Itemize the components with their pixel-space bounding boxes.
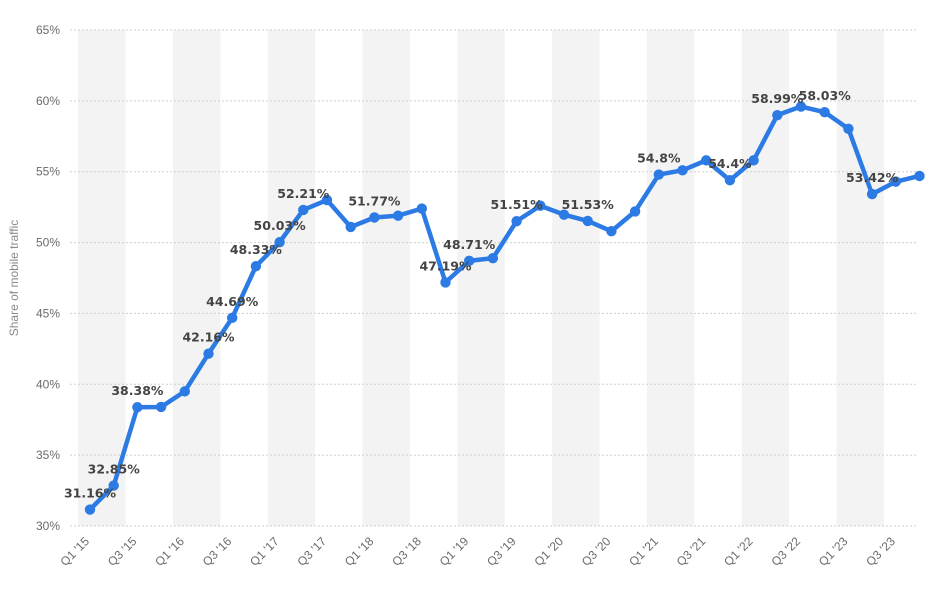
background-band [268,30,315,526]
data-label: 52.21% [277,186,330,201]
data-point [914,171,924,181]
data-point [203,348,213,358]
data-point [867,189,877,199]
background-band [457,30,504,526]
y-tick-label: 60% [36,94,60,108]
x-tick-label: Q3 '17 [294,534,329,569]
data-point [488,253,498,263]
data-point [369,212,379,222]
y-axis-label: Share of mobile traffic [7,220,21,337]
data-label: 54.4% [708,156,752,171]
data-label: 48.33% [230,242,283,257]
data-point [440,277,450,287]
y-tick-label: 40% [36,377,60,391]
data-point [654,169,664,179]
x-tick-label: Q3 '18 [389,534,424,569]
y-tick-label: 45% [36,306,60,320]
data-label: 50.03% [254,218,307,233]
data-label: 42.16% [182,330,235,345]
x-tick-label: Q3 '20 [579,534,614,569]
data-label: 58.03% [799,88,852,103]
data-point [606,226,616,236]
data-point [511,216,521,226]
x-tick-label: Q3 '22 [768,534,803,569]
data-label: 32.85% [88,462,141,477]
data-point [677,165,687,175]
x-tick-label: Q1 '23 [816,534,851,569]
data-point [417,203,427,213]
data-label: 54.8% [637,151,681,166]
background-band [837,30,884,526]
data-label: 31.16% [64,486,117,501]
data-point [298,205,308,215]
data-label: 44.69% [206,294,259,309]
data-point [156,402,166,412]
data-point [251,261,261,271]
y-tick-label: 50% [36,236,60,250]
data-label: 38.38% [111,383,164,398]
data-point [132,402,142,412]
x-tick-label: Q1 '15 [57,534,92,569]
x-tick-label: Q1 '18 [342,534,377,569]
background-band [647,30,694,526]
background-band [173,30,220,526]
y-tick-label: 30% [36,519,60,533]
y-tick-label: 55% [36,165,60,179]
x-tick-label: Q3 '23 [863,534,898,569]
data-point [725,175,735,185]
data-label: 53.42% [846,170,899,185]
data-point [772,110,782,120]
x-tick-label: Q3 '21 [674,534,709,569]
background-band [78,30,125,526]
data-point [393,210,403,220]
data-label: 47.19% [419,258,472,273]
x-tick-label: Q3 '15 [105,534,140,569]
data-label: 48.71% [443,237,496,252]
data-label: 51.53% [562,197,615,212]
data-point [843,124,853,134]
y-tick-label: 65% [36,23,60,37]
data-point [85,504,95,514]
background-band [363,30,410,526]
x-tick-label: Q3 '16 [200,534,235,569]
y-tick-label: 35% [36,448,60,462]
data-point [346,222,356,232]
x-tick-label: Q1 '22 [721,534,756,569]
data-point [820,107,830,117]
data-point [630,206,640,216]
background-band [552,30,599,526]
data-label: 58.99% [751,91,804,106]
data-label: 51.77% [348,193,401,208]
data-point [180,386,190,396]
x-tick-label: Q1 '16 [152,534,187,569]
x-tick-label: Q1 '21 [626,534,661,569]
x-tick-label: Q3 '19 [484,534,519,569]
x-axis-ticks: Q1 '15 Q3 '15 Q1 '16 Q3 '16 Q1 '17 Q3 '17 Q1 '… [57,534,898,569]
y-axis-ticks: 30% 35% 40% 45% 50% 55% 60% 65% [36,23,60,533]
x-tick-label: Q1 '20 [531,534,566,569]
data-point [227,313,237,323]
x-tick-label: Q1 '19 [437,534,472,569]
x-tick-label: Q1 '17 [247,534,282,569]
data-point [583,216,593,226]
data-label: 51.51% [491,197,544,212]
